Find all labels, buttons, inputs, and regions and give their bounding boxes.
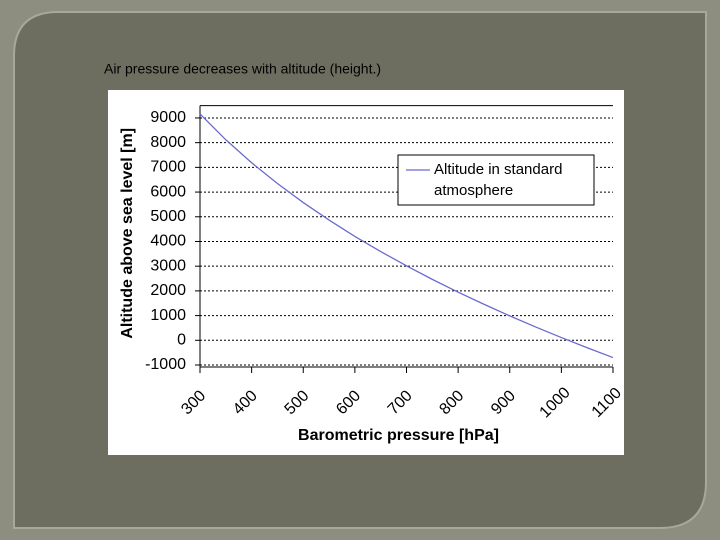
y-tick-label: 2000: [150, 282, 186, 299]
y-tick-label: 1000: [150, 307, 186, 324]
y-tick-label: 7000: [150, 159, 186, 176]
y-tick-label: 9000: [150, 109, 186, 126]
data-line: [199, 113, 614, 359]
y-axis-label: Altitude above sea level [m]: [119, 128, 136, 339]
y-tick-label: 4000: [150, 233, 186, 250]
slide-title: Air pressure decreases with altitude (he…: [104, 61, 381, 77]
legend-label: Altitude in standard atmosphere: [434, 161, 562, 199]
y-tick-label: 3000: [150, 257, 186, 274]
chart-background: [108, 90, 624, 455]
y-tick-label: 5000: [150, 208, 186, 225]
x-axis-label: Barometric pressure [hPa]: [298, 427, 499, 444]
y-tick-label: 8000: [150, 134, 186, 151]
y-tick-label: -1000: [145, 356, 186, 373]
legend-box: [397, 154, 595, 206]
y-tick-label: 0: [177, 332, 186, 349]
y-tick-label: 6000: [150, 183, 186, 200]
chart: -1000 0 1000 2000 3000 4000 5000 6000 7000 8000 90…: [119, 105, 625, 444]
